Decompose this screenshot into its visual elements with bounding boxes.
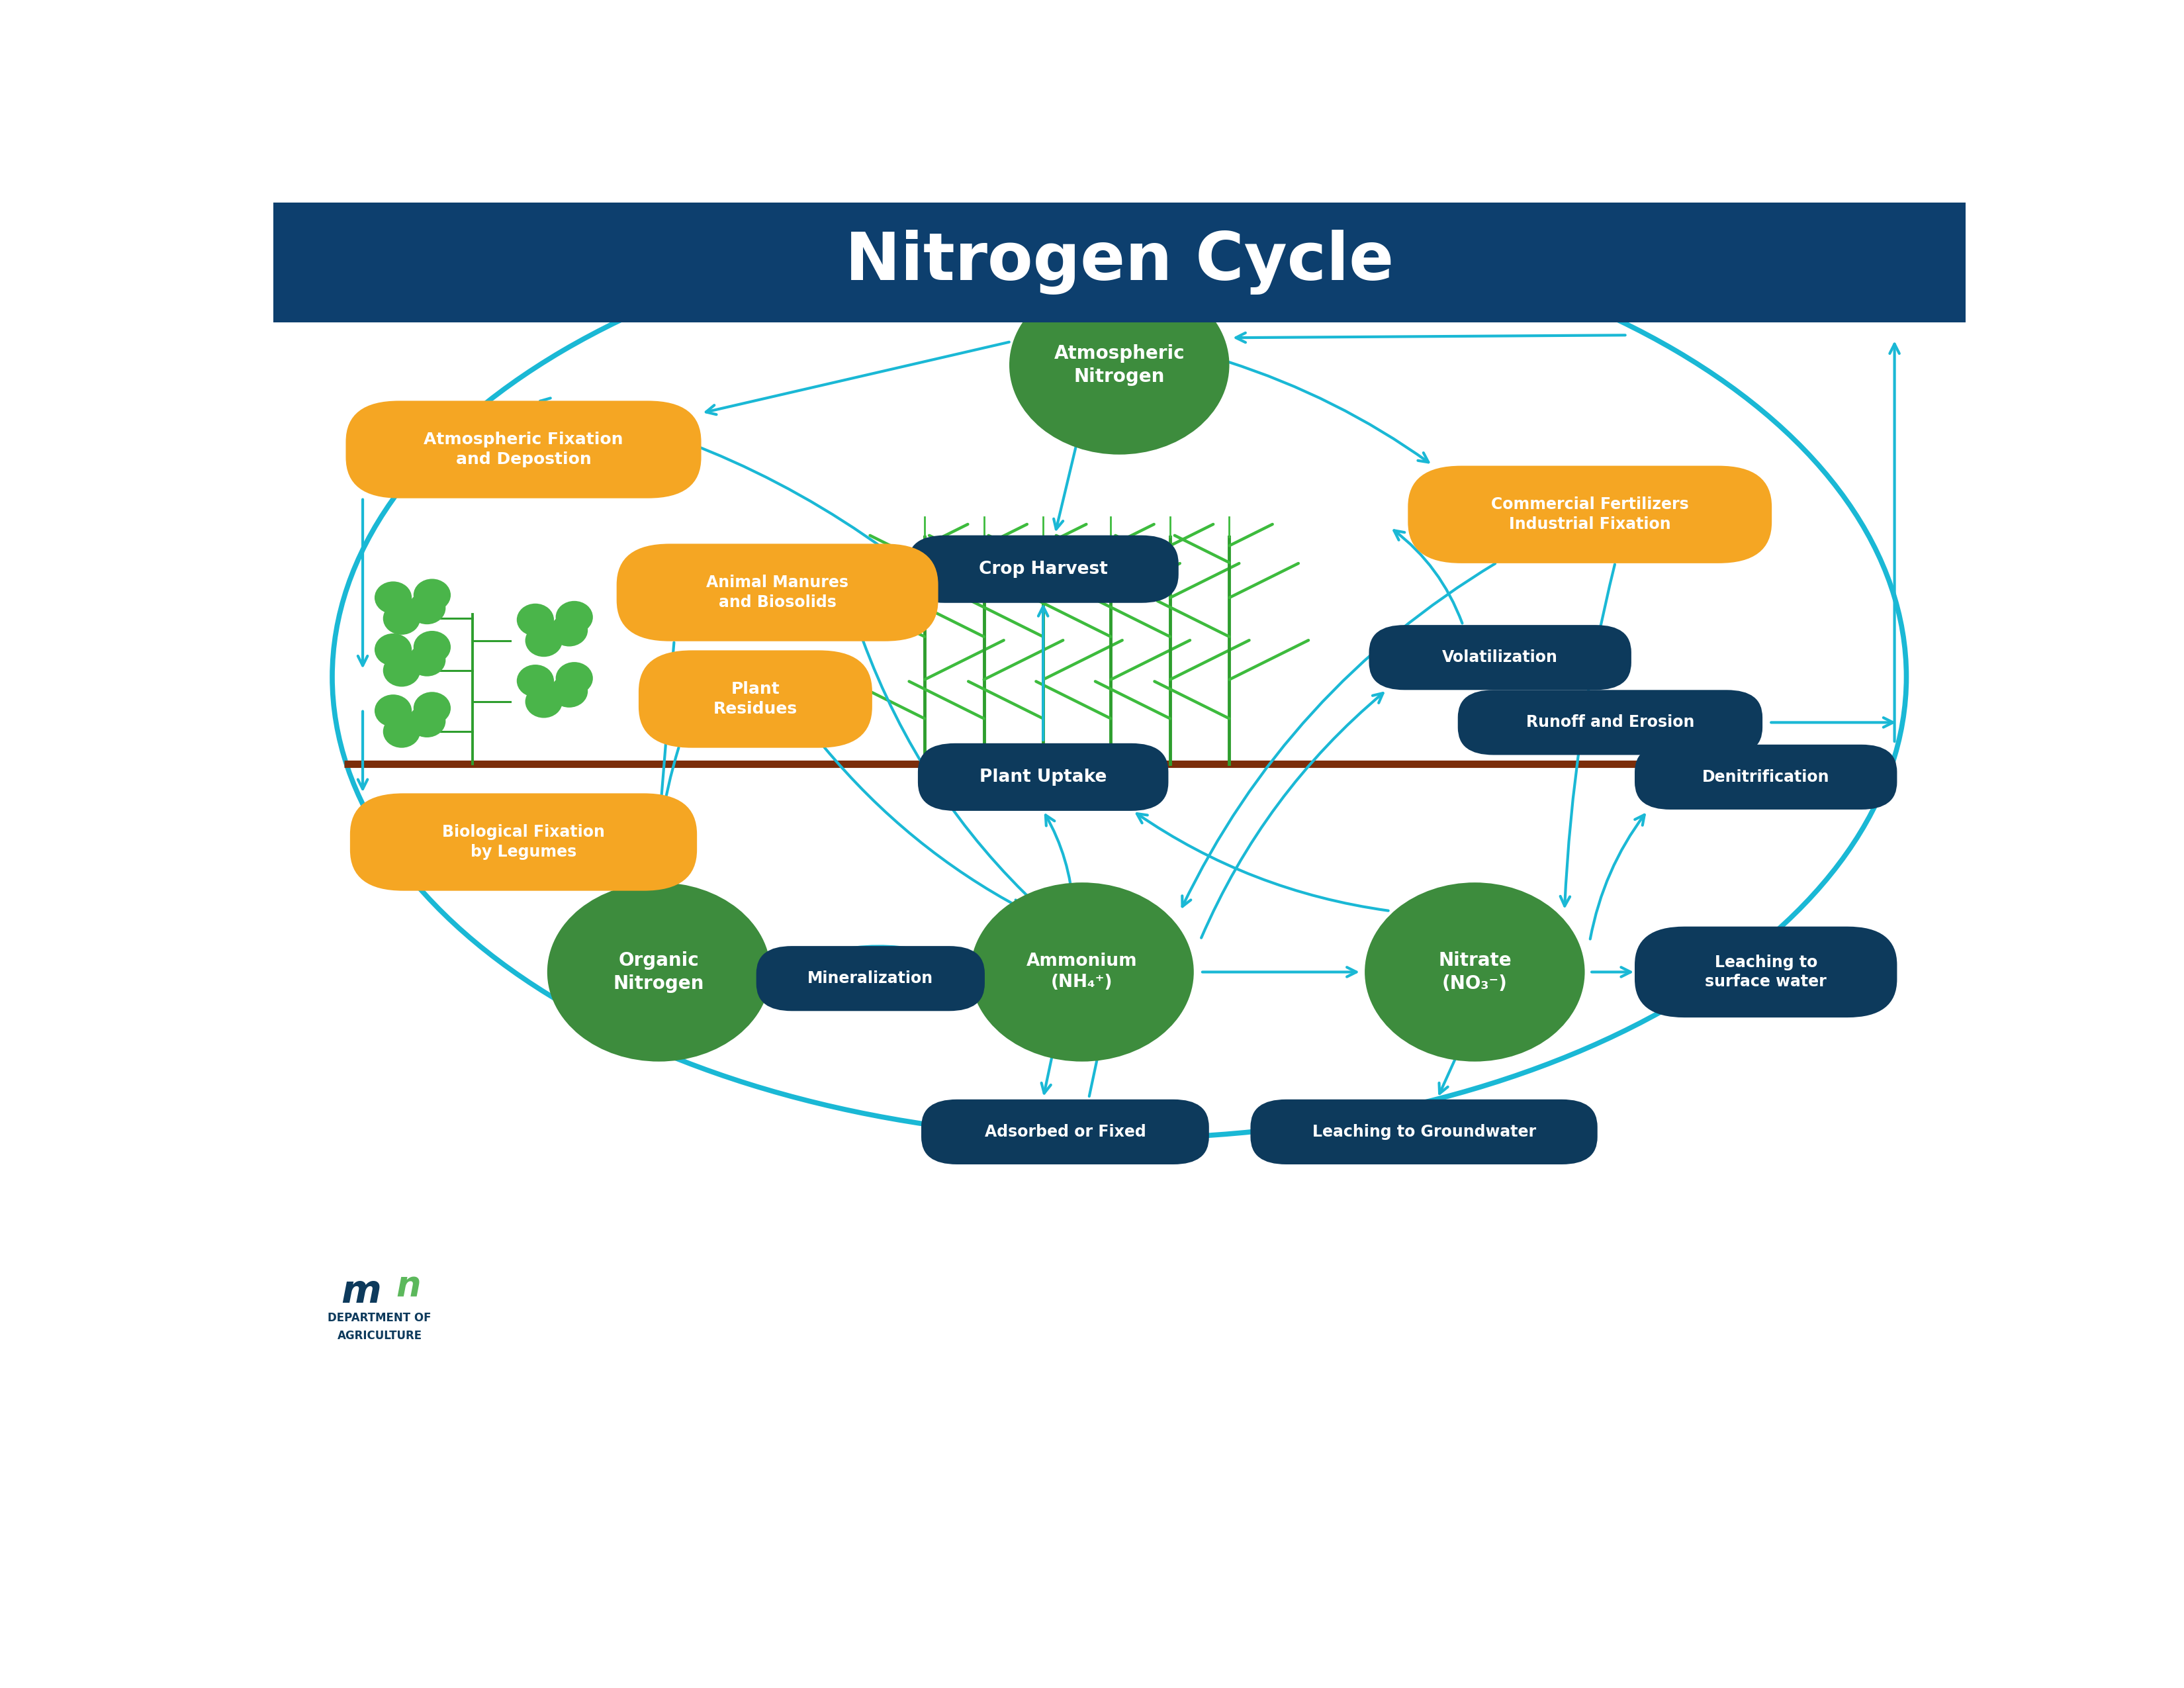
Text: Nitrogen Cycle: Nitrogen Cycle bbox=[845, 230, 1393, 295]
FancyBboxPatch shape bbox=[638, 650, 871, 748]
FancyBboxPatch shape bbox=[273, 203, 1966, 322]
Text: Leaching to Groundwater: Leaching to Groundwater bbox=[1313, 1124, 1535, 1139]
Text: AGRICULTURE: AGRICULTURE bbox=[336, 1330, 422, 1342]
Ellipse shape bbox=[555, 601, 592, 633]
Ellipse shape bbox=[413, 631, 450, 663]
Text: Organic
Nitrogen: Organic Nitrogen bbox=[614, 952, 705, 993]
Text: Plant Uptake: Plant Uptake bbox=[978, 768, 1107, 785]
Ellipse shape bbox=[555, 662, 592, 694]
Text: Crop Harvest: Crop Harvest bbox=[978, 560, 1107, 577]
Text: Commercial Fertilizers
Industrial Fixation: Commercial Fertilizers Industrial Fixati… bbox=[1492, 496, 1688, 532]
Ellipse shape bbox=[548, 883, 771, 1062]
Ellipse shape bbox=[382, 603, 419, 635]
FancyBboxPatch shape bbox=[1634, 927, 1898, 1018]
Text: DEPARTMENT OF: DEPARTMENT OF bbox=[328, 1312, 432, 1323]
FancyBboxPatch shape bbox=[349, 793, 697, 891]
FancyBboxPatch shape bbox=[922, 1099, 1210, 1165]
FancyBboxPatch shape bbox=[345, 400, 701, 498]
Ellipse shape bbox=[518, 665, 555, 697]
Ellipse shape bbox=[1365, 883, 1586, 1062]
Ellipse shape bbox=[408, 592, 446, 625]
FancyBboxPatch shape bbox=[1634, 744, 1898, 810]
FancyBboxPatch shape bbox=[616, 544, 939, 641]
Text: Mineralization: Mineralization bbox=[808, 971, 933, 986]
Ellipse shape bbox=[413, 579, 450, 611]
Ellipse shape bbox=[373, 633, 413, 667]
FancyBboxPatch shape bbox=[1409, 466, 1771, 564]
FancyBboxPatch shape bbox=[909, 535, 1179, 603]
Text: Volatilization: Volatilization bbox=[1441, 650, 1557, 665]
Ellipse shape bbox=[550, 675, 587, 707]
Text: Plant
Residues: Plant Residues bbox=[714, 682, 797, 717]
FancyBboxPatch shape bbox=[917, 743, 1168, 810]
Text: Atmospheric
Nitrogen: Atmospheric Nitrogen bbox=[1055, 344, 1184, 387]
Ellipse shape bbox=[970, 883, 1195, 1062]
Text: Atmospheric Fixation
and Depostion: Atmospheric Fixation and Depostion bbox=[424, 432, 622, 468]
Text: Adsorbed or Fixed: Adsorbed or Fixed bbox=[985, 1124, 1147, 1139]
Ellipse shape bbox=[373, 694, 413, 728]
Ellipse shape bbox=[382, 716, 419, 748]
Text: n: n bbox=[395, 1269, 422, 1303]
Text: Biological Fixation
by Legumes: Biological Fixation by Legumes bbox=[441, 824, 605, 859]
FancyBboxPatch shape bbox=[756, 945, 985, 1011]
Ellipse shape bbox=[550, 614, 587, 647]
Ellipse shape bbox=[408, 706, 446, 738]
FancyBboxPatch shape bbox=[1369, 625, 1631, 690]
Ellipse shape bbox=[373, 581, 413, 614]
Ellipse shape bbox=[1009, 275, 1230, 454]
Ellipse shape bbox=[382, 655, 419, 687]
Ellipse shape bbox=[413, 692, 450, 724]
Text: m: m bbox=[341, 1273, 382, 1310]
FancyBboxPatch shape bbox=[1459, 690, 1762, 755]
Text: Runoff and Erosion: Runoff and Erosion bbox=[1527, 714, 1695, 731]
Ellipse shape bbox=[408, 643, 446, 677]
Ellipse shape bbox=[518, 604, 555, 636]
Text: Denitrification: Denitrification bbox=[1701, 770, 1830, 785]
Text: Nitrate
(NO₃⁻): Nitrate (NO₃⁻) bbox=[1437, 952, 1511, 993]
Ellipse shape bbox=[524, 625, 563, 657]
Ellipse shape bbox=[524, 685, 563, 717]
Text: Leaching to
surface water: Leaching to surface water bbox=[1706, 954, 1826, 989]
Text: Animal Manures
and Biosolids: Animal Manures and Biosolids bbox=[705, 574, 850, 611]
FancyBboxPatch shape bbox=[1251, 1099, 1597, 1165]
Text: Ammonium
(NH₄⁺): Ammonium (NH₄⁺) bbox=[1026, 952, 1138, 991]
